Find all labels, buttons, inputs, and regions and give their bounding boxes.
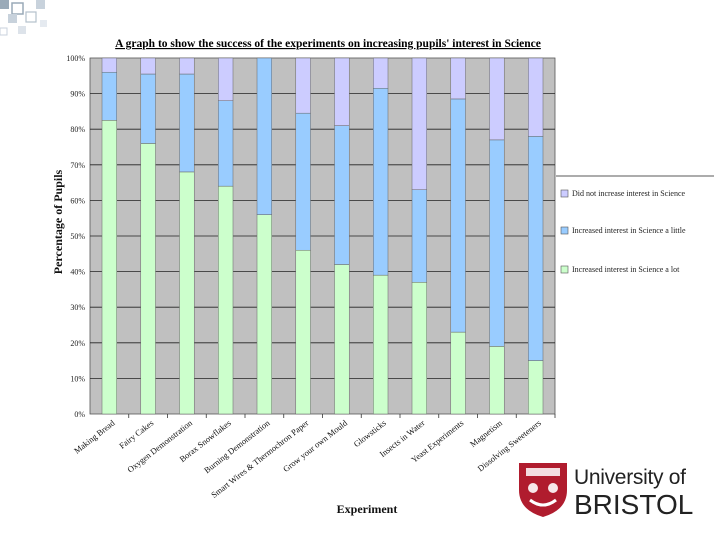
deco-square (18, 26, 26, 34)
bar-segment (179, 73, 195, 173)
y-axis-label: Percentage of Pupils (51, 169, 65, 274)
bar-segment (334, 264, 350, 415)
bar-segment (140, 143, 156, 415)
bar-segment (295, 57, 311, 114)
bar-segment (450, 98, 466, 333)
y-tick-label: 20% (70, 339, 85, 348)
deco-square (8, 14, 17, 23)
x-category-label: Glowsticks (352, 418, 388, 449)
chart-title: A graph to show the success of the exper… (115, 38, 541, 50)
y-tick-label: 90% (70, 90, 85, 99)
gridlines (90, 93, 555, 379)
bar-segment (140, 57, 156, 75)
legend-label: Did not increase interest in Science (572, 189, 686, 198)
bar-segment (373, 57, 389, 89)
x-category-label: Fairy Cakes (117, 418, 155, 451)
bar-segment (218, 57, 234, 101)
bar-segment (489, 57, 505, 141)
y-axis-ticks: 0% 10% 20% 30% 40% 50% 60% 70% 80% 90% 100% (66, 54, 85, 419)
bar-segment (179, 57, 195, 75)
bar-segment (218, 100, 234, 187)
x-category-label: Making Bread (72, 417, 117, 455)
legend-swatch (560, 189, 569, 198)
bar-segment (140, 73, 156, 144)
y-tick-label: 0% (74, 410, 85, 419)
bar-segment (489, 139, 505, 347)
deco-square (40, 20, 47, 27)
bar-segment (179, 171, 195, 415)
x-category-label: Grow your own Mould (281, 417, 350, 474)
y-tick-label: 80% (70, 125, 85, 134)
bar-segment (218, 185, 234, 415)
bar-segment (489, 346, 505, 415)
bar-segment (450, 331, 466, 415)
bar-segment (373, 274, 389, 415)
bar-segment (101, 71, 117, 121)
y-tick-label: 40% (70, 268, 85, 277)
legend: Did not increase interest in Science Incr… (560, 189, 686, 274)
x-category-label: Oxygen Demonstration (125, 417, 194, 474)
y-tick-label: 60% (70, 196, 85, 205)
deco-square (0, 0, 9, 9)
legend-swatch (560, 226, 569, 235)
bar-segment (528, 360, 544, 415)
bar-segment (528, 136, 544, 361)
x-category-label: Burning Demonstration (202, 417, 272, 475)
deco-square (0, 27, 8, 36)
bar-segment (334, 57, 350, 126)
y-tick-label: 50% (70, 232, 85, 241)
bars (101, 57, 544, 415)
x-axis-label: Experiment (337, 502, 398, 516)
logo-line-1: University of (574, 466, 686, 489)
deco-square (36, 0, 45, 9)
bar-segment (373, 88, 389, 276)
legend-label: Increased interest in Science a little (572, 226, 686, 235)
bar-segment (334, 125, 350, 265)
bar-segment (411, 189, 427, 283)
x-category-label: Magnetism (468, 417, 505, 449)
bar-segment (256, 57, 272, 215)
y-tick-label: 100% (66, 54, 85, 63)
legend-label: Increased interest in Science a lot (572, 265, 680, 274)
y-tick-label: 10% (70, 374, 85, 383)
logo-line-2: BRISTOL (574, 489, 694, 520)
bar-segment (528, 57, 544, 137)
bar-segment (101, 120, 117, 415)
deco-square (25, 11, 37, 23)
bar-segment (256, 214, 272, 415)
bar-segment (295, 112, 311, 251)
legend-swatch (560, 265, 569, 274)
bar-segment (450, 57, 466, 100)
bar-segment (295, 249, 311, 415)
university-logo: University of BRISTOL (516, 460, 706, 520)
y-tick-label: 70% (70, 161, 85, 170)
bar-segment (411, 282, 427, 415)
y-tick-label: 30% (70, 303, 85, 312)
bar-segment (411, 57, 427, 190)
crest-icon (519, 463, 567, 517)
deco-square (11, 2, 24, 15)
bar-segment (101, 57, 117, 73)
